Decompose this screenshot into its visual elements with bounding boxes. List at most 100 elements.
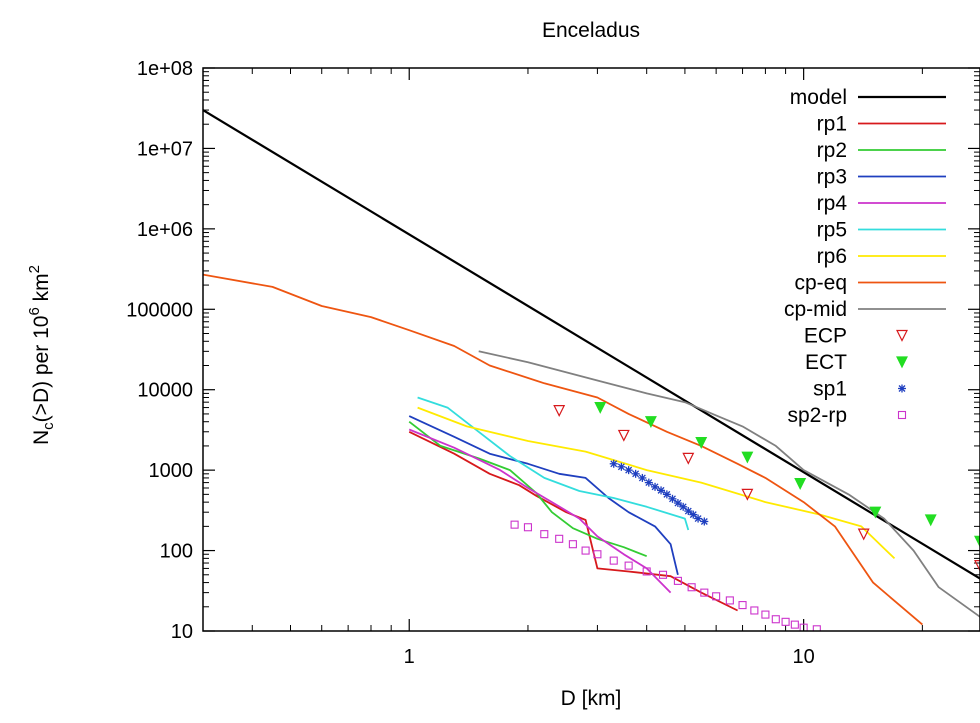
legend-label: ECT bbox=[805, 351, 847, 374]
series-line bbox=[408, 428, 672, 594]
series-line bbox=[203, 109, 980, 580]
legend-label: rp1 bbox=[817, 113, 847, 136]
series-rp4 bbox=[408, 428, 672, 594]
x-tick-label: 1 bbox=[404, 646, 415, 668]
legend-label: rp5 bbox=[817, 219, 847, 242]
data-point bbox=[553, 404, 566, 417]
data-point bbox=[700, 588, 709, 597]
data-point bbox=[898, 384, 906, 393]
y-label-superscript: 6 bbox=[26, 307, 43, 315]
legend-label: rp3 bbox=[817, 166, 847, 189]
series-line bbox=[478, 350, 980, 618]
y-label-unit: km bbox=[30, 273, 53, 307]
series-cp-eq bbox=[203, 273, 923, 626]
legend-item-rp2: rp2 bbox=[817, 139, 946, 162]
y-tick-label: 10 bbox=[171, 621, 193, 643]
legend-label: rp6 bbox=[817, 245, 847, 268]
y-label-subscript: c bbox=[40, 422, 57, 430]
legend-item-cp-eq: cp-eq bbox=[794, 272, 946, 295]
series-line bbox=[408, 415, 679, 576]
series-model bbox=[203, 109, 980, 580]
plot-area bbox=[203, 109, 980, 631]
legend-item-rp4: rp4 bbox=[817, 192, 946, 215]
data-point bbox=[624, 466, 633, 475]
data-point bbox=[761, 610, 770, 619]
legend-item-cp-mid: cp-mid bbox=[784, 298, 946, 321]
series-sp2-rp bbox=[510, 520, 821, 631]
y-tick-label: 1e+08 bbox=[137, 58, 193, 80]
x-axis-label: D [km] bbox=[561, 687, 622, 710]
y-tick-label: 1000 bbox=[149, 460, 194, 482]
legend-item-ECT: ECT bbox=[805, 351, 908, 374]
series-rp6 bbox=[417, 406, 896, 560]
data-point bbox=[687, 583, 696, 592]
legend-label: cp-mid bbox=[784, 298, 847, 321]
y-label-text: (>D) per 10 bbox=[30, 316, 53, 423]
data-point bbox=[974, 535, 980, 548]
legend-label: sp2-rp bbox=[787, 404, 847, 427]
data-point bbox=[673, 576, 682, 585]
data-point bbox=[684, 507, 693, 516]
data-point bbox=[896, 329, 908, 342]
data-point bbox=[673, 499, 682, 508]
series-line bbox=[417, 396, 690, 531]
data-point bbox=[510, 520, 519, 529]
data-point bbox=[662, 490, 671, 499]
data-point bbox=[700, 517, 709, 526]
y-label-superscript: 2 bbox=[26, 265, 43, 273]
y-axis-label: Nc(>D) per 106 km2 bbox=[26, 265, 57, 445]
data-point bbox=[695, 437, 708, 449]
legend-label: model bbox=[790, 86, 847, 109]
legend-item-ECP: ECP bbox=[804, 325, 908, 348]
data-point bbox=[617, 462, 626, 471]
data-point bbox=[771, 615, 780, 624]
y-tick-label: 100 bbox=[160, 541, 193, 563]
y-tick-label: 10000 bbox=[137, 380, 193, 402]
legend-item-rp6: rp6 bbox=[817, 245, 946, 268]
data-point bbox=[644, 478, 653, 487]
data-point bbox=[741, 488, 754, 501]
data-point bbox=[617, 429, 630, 442]
series-ECP bbox=[553, 404, 980, 572]
data-point bbox=[523, 523, 533, 532]
legend-label: ECP bbox=[804, 325, 847, 348]
data-point bbox=[781, 617, 790, 626]
series-rp3 bbox=[408, 415, 679, 576]
series-line bbox=[203, 273, 923, 626]
data-point bbox=[869, 506, 882, 519]
data-point bbox=[668, 494, 677, 503]
data-point bbox=[658, 570, 668, 579]
axis-ticks: 10 100 1000 10000 100000 1e+06 1e+07 1e+08 1 10 bbox=[126, 58, 980, 668]
data-point bbox=[624, 561, 633, 570]
legend-item-model: model bbox=[790, 86, 946, 109]
data-point bbox=[974, 560, 980, 572]
data-point bbox=[651, 482, 660, 491]
legend-label: cp-eq bbox=[794, 272, 847, 295]
series-rp2 bbox=[408, 420, 648, 558]
series-rp5 bbox=[417, 396, 690, 531]
data-point bbox=[682, 452, 695, 465]
data-point bbox=[555, 534, 564, 543]
series-ECT bbox=[594, 401, 980, 548]
y-tick-label: 100000 bbox=[126, 299, 193, 321]
series-sp1 bbox=[609, 459, 709, 526]
data-point bbox=[924, 514, 937, 527]
legend-label: sp1 bbox=[813, 378, 847, 401]
data-point bbox=[609, 459, 618, 468]
data-point bbox=[897, 410, 907, 420]
data-point bbox=[657, 486, 666, 495]
data-point bbox=[896, 356, 908, 369]
data-point bbox=[725, 596, 734, 605]
legend-item-rp1: rp1 bbox=[817, 113, 946, 136]
data-point bbox=[712, 592, 721, 601]
data-point bbox=[631, 469, 640, 478]
x-tick-label: 10 bbox=[793, 646, 815, 668]
data-point bbox=[642, 567, 651, 576]
plot-frame bbox=[202, 67, 980, 632]
legend-label: rp2 bbox=[817, 139, 847, 162]
legend-label: rp4 bbox=[817, 192, 848, 215]
data-point bbox=[644, 416, 657, 429]
series-line bbox=[408, 420, 648, 558]
data-point bbox=[594, 401, 607, 414]
